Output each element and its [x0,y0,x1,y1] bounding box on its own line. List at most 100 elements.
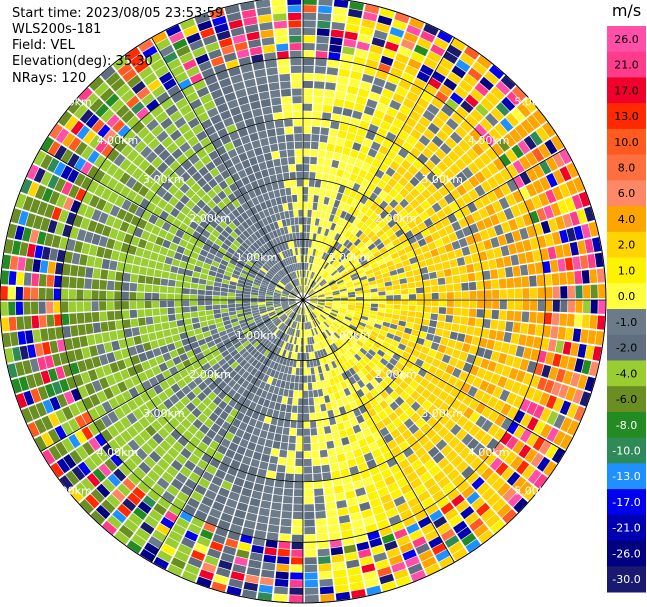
range-gate-cell [506,277,515,289]
range-gate-cell [182,430,194,441]
range-gate-cell [518,481,533,496]
range-gate-cell [332,306,340,310]
range-gate-cell [326,509,338,518]
range-gate-cell [316,242,322,250]
range-gate-cell [15,286,24,300]
range-gate-cell [249,46,263,56]
range-gate-cell [160,98,174,111]
range-gate-cell [121,390,133,402]
range-gate-cell [155,236,165,246]
range-gate-cell [319,578,334,587]
range-gate-cell [207,401,218,412]
range-gate-cell [382,416,392,427]
range-gate-cell [241,351,250,359]
range-gate-cell [436,161,449,173]
range-gate-cell [303,398,309,406]
range-gate-cell [175,389,186,400]
range-gate-cell [286,404,292,413]
range-gate-cell [452,547,468,561]
range-gate-cell [366,321,375,327]
range-gate-cell [552,286,560,299]
range-gate-cell [334,91,346,100]
range-gate-cell [335,591,351,601]
range-gate-cell [157,415,168,427]
range-gate-cell [212,195,222,205]
range-gate-cell [220,296,228,300]
range-gate-cell [361,73,374,84]
range-gate-cell [159,380,170,391]
range-gate-cell [157,427,170,439]
range-gate-cell [210,423,221,433]
range-gate-cell [386,106,398,118]
range-gate-cell [270,509,281,518]
range-gate-cell [310,301,318,305]
range-gate-cell [514,300,523,311]
range-gate-cell [354,134,365,145]
range-gate-cell [303,224,307,232]
range-gate-cell [317,250,322,258]
range-gate-cell [281,304,289,307]
range-gate-cell [437,457,450,470]
range-gate-cell [281,165,289,173]
range-gate-cell [411,459,423,471]
range-gate-cell [114,195,126,208]
range-gate-cell [538,143,551,159]
range-gate-cell [276,321,283,328]
range-gate-cell [32,259,41,273]
range-gate-cell [450,112,464,125]
range-gate-cell [441,372,451,383]
range-gate-cell [283,226,289,235]
range-gate-cell [249,215,258,224]
range-gate-cell [349,581,365,591]
range-gate-cell [122,272,131,282]
range-gate-cell [356,241,365,249]
range-gate-cell [328,174,336,183]
range-gate-cell [310,420,317,428]
range-gate-cell [220,300,228,305]
range-gate-cell [53,288,61,300]
range-gate-cell [408,300,417,306]
range-gate-cell [423,57,438,70]
range-gate-cell [380,267,389,274]
range-gate-cell [325,296,333,299]
range-gate-cell [198,310,206,317]
range-gate-cell [146,388,157,399]
range-gate-cell [269,313,277,319]
range-gate-cell [394,243,404,252]
range-gate-cell [467,162,480,175]
range-gate-cell [245,314,253,319]
range-gate-cell [423,306,431,313]
range-gate-cell [177,325,186,334]
range-gate-cell [303,5,317,13]
range-gate-cell [44,383,56,398]
range-gate-cell [246,31,260,41]
range-gate-cell [565,386,577,402]
range-gate-cell [99,279,108,290]
range-gate-cell [243,308,252,313]
range-gate-cell [317,303,325,307]
range-gate-cell [190,549,206,562]
range-gate-cell [384,475,396,486]
range-gate-cell [12,346,22,362]
range-gate-cell [271,182,279,191]
range-gate-cell [224,251,233,259]
range-gate-cell [32,215,44,230]
range-gate-cell [88,437,101,452]
range-gate-cell [318,142,327,151]
range-gate-cell [392,60,407,72]
range-gate-cell [331,309,339,314]
range-gate-cell [384,194,394,204]
range-gate-cell [467,67,483,82]
range-gate-cell [69,226,80,240]
colorbar-bin [607,231,646,259]
range-gate-cell [116,208,127,220]
range-gate-cell [176,319,185,327]
range-gate-cell [472,61,488,76]
range-gate-cell [353,313,361,319]
range-gate-cell [330,310,338,315]
range-gate-cell [394,193,404,203]
start-time-label: Start time: 2023/08/05 23:53:59 [12,6,224,21]
range-gate-cell [334,275,342,281]
range-gate-cell [403,31,419,44]
range-gate-cell [330,546,344,556]
